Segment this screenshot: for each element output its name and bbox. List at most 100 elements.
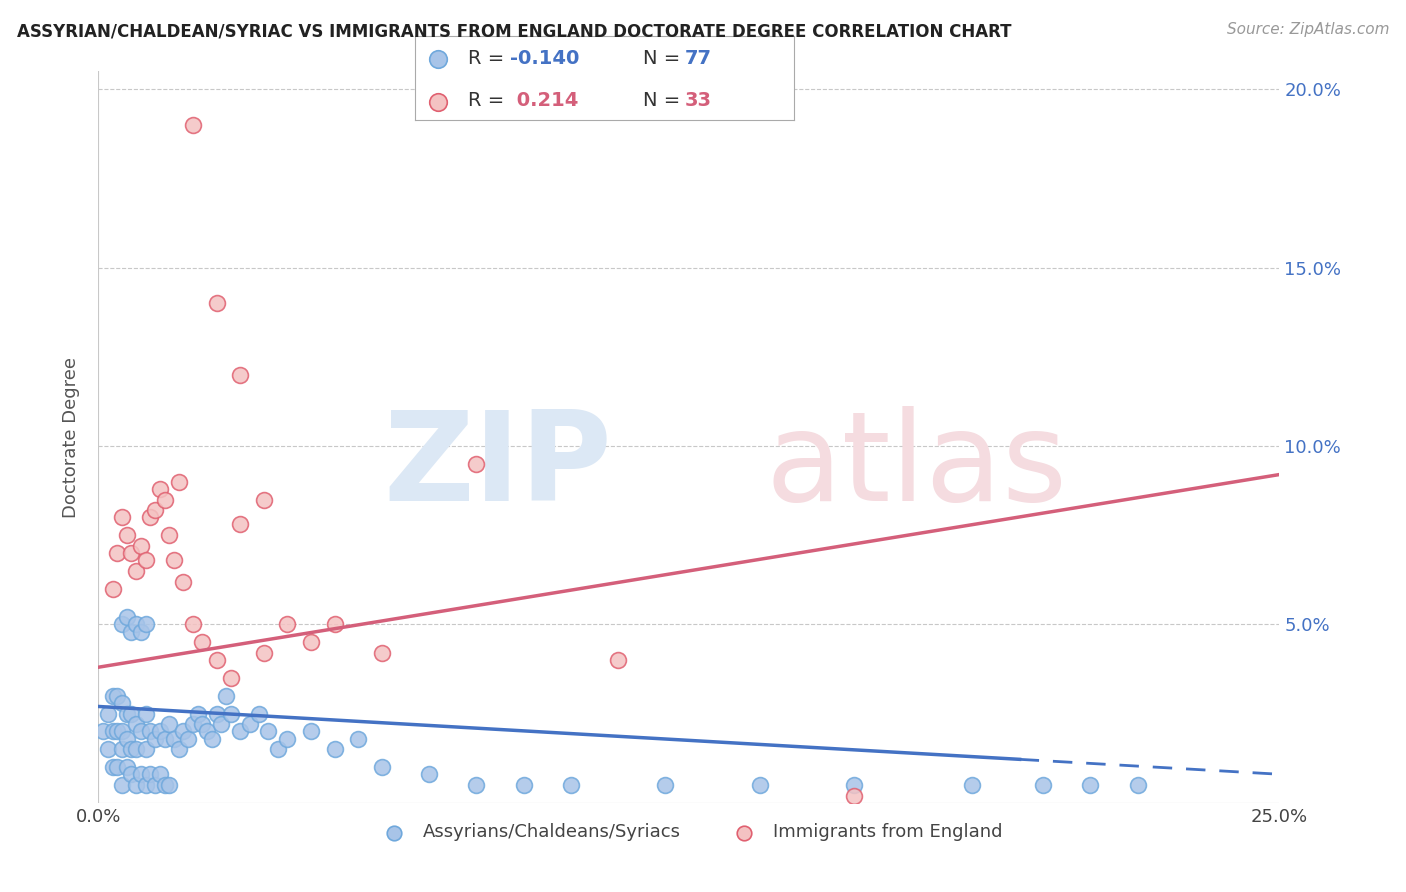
Point [253, 646, 276, 660]
Point [654, 778, 676, 792]
Point [111, 617, 134, 632]
Text: ZIP: ZIP [384, 406, 612, 527]
Point [121, 742, 143, 756]
Point [135, 742, 157, 756]
Point [111, 696, 134, 710]
Point [135, 553, 157, 567]
Point [139, 767, 162, 781]
Point [205, 653, 228, 667]
Point [143, 503, 166, 517]
Point [115, 610, 138, 624]
Point [560, 778, 582, 792]
Point [276, 617, 298, 632]
Point [191, 717, 214, 731]
Point [371, 646, 394, 660]
Point [121, 624, 143, 639]
Point [105, 724, 128, 739]
Point [111, 742, 134, 756]
Point [201, 731, 224, 746]
Point [157, 717, 180, 731]
Point [153, 778, 176, 792]
Point [1126, 778, 1149, 792]
Point [371, 760, 394, 774]
Point [219, 706, 242, 721]
Text: 0.214: 0.214 [509, 91, 578, 111]
Point [267, 742, 290, 756]
Point [299, 635, 322, 649]
Point [205, 706, 228, 721]
Point [172, 574, 194, 589]
Point [115, 731, 138, 746]
Point [101, 689, 124, 703]
Point [1032, 778, 1054, 792]
Text: ASSYRIAN/CHALDEAN/SYRIAC VS IMMIGRANTS FROM ENGLAND DOCTORATE DEGREE CORRELATION: ASSYRIAN/CHALDEAN/SYRIAC VS IMMIGRANTS F… [17, 22, 1011, 40]
Point [153, 492, 176, 507]
Point [181, 118, 204, 132]
Point [105, 760, 128, 774]
Point [149, 724, 172, 739]
Point [129, 624, 152, 639]
Point [149, 482, 172, 496]
Point [205, 296, 228, 310]
Point [962, 778, 984, 792]
Point [129, 767, 152, 781]
Point [607, 653, 630, 667]
Point [125, 778, 148, 792]
Point [121, 546, 143, 560]
Point [135, 617, 157, 632]
Point [111, 778, 134, 792]
Y-axis label: Doctorate Degree: Doctorate Degree [62, 357, 80, 517]
Point [181, 617, 204, 632]
Point [135, 778, 157, 792]
Point [229, 368, 252, 382]
Point [91, 724, 114, 739]
Point [844, 789, 866, 803]
Point [347, 731, 370, 746]
Point [139, 724, 162, 739]
Point [121, 706, 143, 721]
Point [209, 717, 232, 731]
Point [143, 731, 166, 746]
Point [426, 53, 449, 67]
Point [101, 760, 124, 774]
Text: Source: ZipAtlas.com: Source: ZipAtlas.com [1226, 22, 1389, 37]
Point [111, 510, 134, 524]
Point [229, 724, 252, 739]
Point [299, 724, 322, 739]
Point [105, 689, 128, 703]
Text: N =: N = [643, 49, 686, 68]
Point [115, 760, 138, 774]
Point [172, 724, 194, 739]
Point [97, 706, 120, 721]
Point [101, 582, 124, 596]
Point [135, 706, 157, 721]
Point [247, 706, 270, 721]
Point [153, 731, 176, 746]
Point [167, 742, 190, 756]
Point [143, 778, 166, 792]
Point [129, 539, 152, 553]
Point [465, 778, 488, 792]
Legend: Assyrians/Chaldeans/Syriacs, Immigrants from England: Assyrians/Chaldeans/Syriacs, Immigrants … [368, 816, 1010, 848]
Point [101, 724, 124, 739]
Text: -0.140: -0.140 [509, 49, 579, 68]
Text: 77: 77 [685, 49, 711, 68]
Point [157, 778, 180, 792]
Point [167, 475, 190, 489]
Point [253, 492, 276, 507]
Point [125, 617, 148, 632]
Point [149, 767, 172, 781]
Point [1080, 778, 1102, 792]
Point [323, 742, 346, 756]
Point [219, 671, 242, 685]
Point [129, 724, 152, 739]
Point [97, 742, 120, 756]
Point [125, 564, 148, 578]
Point [177, 731, 200, 746]
Point [195, 724, 218, 739]
Point [115, 528, 138, 542]
Point [465, 457, 488, 471]
Point [426, 95, 449, 109]
Point [181, 717, 204, 731]
Point [748, 778, 770, 792]
